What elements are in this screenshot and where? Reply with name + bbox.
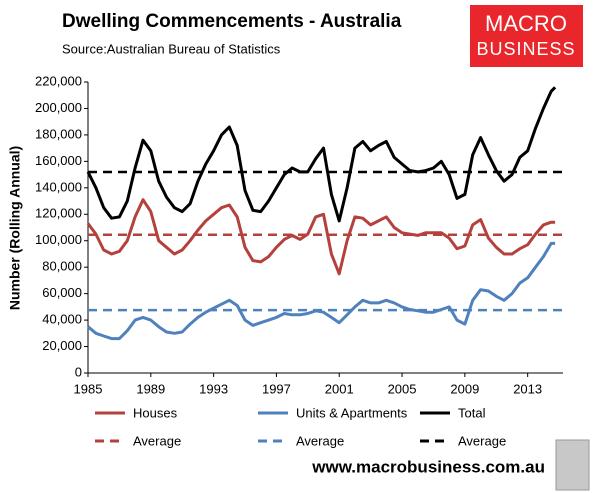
y-axis-label: Number (Rolling Annual) (7, 146, 23, 310)
series-line (86, 198, 556, 276)
y-tick-label: 140,000 (35, 179, 82, 194)
series-line (87, 241, 556, 341)
y-tick-label: 220,000 (35, 73, 82, 88)
chart-title: Dwelling Commencements - Australia (62, 11, 402, 32)
y-tick-label: 180,000 (35, 126, 82, 141)
y-tick-label: 20,000 (42, 338, 82, 353)
x-tick-label: 1997 (262, 381, 291, 396)
legend-label: Average (133, 433, 181, 448)
logo-box (470, 5, 583, 67)
y-tick-label: 0 (75, 364, 82, 379)
x-tick-label: 1985 (74, 381, 103, 396)
x-tick-label: 2009 (450, 381, 479, 396)
logo-text: BUSINESS (476, 39, 575, 59)
y-tick-label: 100,000 (35, 232, 82, 247)
y-tick-label: 80,000 (42, 259, 82, 274)
x-tick-label: 1989 (136, 381, 165, 396)
y-tick-label: 60,000 (42, 285, 82, 300)
y-tick-label: 160,000 (35, 153, 82, 168)
legend-label: Units & Apartments (296, 405, 408, 420)
x-tick-label: 2005 (388, 381, 417, 396)
website: www.macrobusiness.com.au (311, 457, 545, 476)
legend-label: Average (458, 433, 506, 448)
wolf-icon (555, 439, 590, 491)
chart-subtitle: Source:Australian Bureau of Statistics (62, 41, 281, 56)
series-line (86, 86, 557, 223)
y-tick-label: 200,000 (35, 100, 82, 115)
x-tick-label: 2001 (325, 381, 354, 396)
legend-label: Houses (133, 405, 178, 420)
y-tick-label: 120,000 (35, 206, 82, 221)
x-tick-label: 1993 (199, 381, 228, 396)
x-tick-label: 2013 (513, 381, 542, 396)
legend-label: Total (458, 405, 486, 420)
logo-text: MACRO (485, 11, 567, 36)
legend-label: Average (296, 433, 344, 448)
y-tick-label: 40,000 (42, 312, 82, 327)
